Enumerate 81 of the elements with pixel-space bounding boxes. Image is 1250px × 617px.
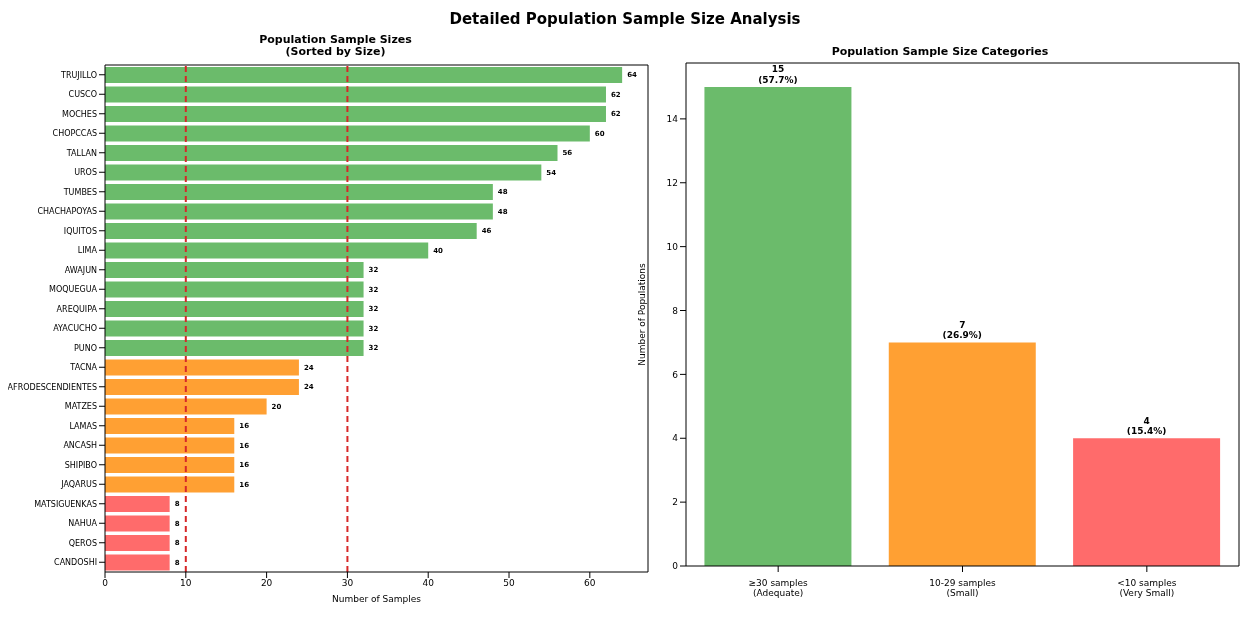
x-tick-label: 60	[584, 578, 596, 589]
y-tick-label: MOQUEGUA	[49, 285, 98, 295]
bar	[105, 222, 477, 239]
bar	[105, 183, 493, 200]
y-tick-label: TACNA	[69, 363, 98, 373]
y-tick-label: 10	[666, 241, 679, 252]
y-tick-label: 8	[672, 305, 679, 316]
bar	[105, 534, 170, 551]
y-tick-label: 2	[672, 497, 678, 508]
y-tick-label: IQUITOS	[63, 226, 97, 236]
y-tick-label: 6	[672, 369, 679, 380]
y-tick-label: 4	[672, 433, 679, 444]
bar	[105, 281, 364, 298]
y-tick-label: AYACUCHO	[53, 324, 97, 334]
bar	[105, 515, 170, 532]
x-tick-label: 10-29 samples (Small)	[929, 578, 997, 599]
y-axis-title: Number of Populations	[637, 262, 648, 366]
x-tick-label: 20	[260, 578, 273, 589]
bar	[105, 476, 235, 493]
bar	[105, 144, 558, 161]
bar	[105, 164, 542, 181]
y-tick-label: AFRODESCENDIENTES	[7, 382, 97, 392]
y-tick-label: QEROS	[68, 538, 97, 548]
bar	[105, 437, 235, 454]
y-tick-label: AREQUIPA	[56, 304, 98, 314]
x-tick-label: 10	[180, 578, 192, 589]
y-tick-label: MOCHES	[62, 109, 97, 119]
y-tick-label: TRUJILLO	[60, 70, 97, 80]
bar	[105, 86, 606, 103]
y-tick-label: CUSCO	[68, 90, 97, 100]
y-tick-label: UROS	[74, 168, 97, 178]
bar	[105, 456, 235, 473]
bar	[105, 125, 590, 142]
bar	[105, 261, 364, 278]
x-tick-label: 0	[102, 578, 109, 589]
text: Detailed Population Sample Size Analysis	[448, 10, 802, 28]
data-label: 7 (26.9%)	[942, 319, 982, 341]
y-tick-label: 12	[666, 177, 678, 188]
y-tick-label: NAHUA	[68, 519, 98, 529]
x-tick-label: ≥30 samples (Adequate)	[748, 578, 809, 599]
y-tick-label: AWAJUN	[64, 265, 98, 275]
y-tick-label: 14	[666, 114, 679, 125]
bar	[704, 86, 852, 566]
y-tick-label: CHACHAPOYAS	[37, 207, 97, 217]
y-tick-label: JAQARUS	[60, 480, 97, 490]
bar	[105, 66, 623, 83]
x-tick-label: 50	[503, 578, 516, 589]
y-tick-label: LAMAS	[69, 421, 97, 431]
bar	[105, 359, 299, 376]
bar	[105, 203, 493, 220]
chart-title: Population Sample Sizes (Sorted by Size)	[258, 33, 413, 58]
bar	[105, 417, 235, 434]
y-tick-label: ANCASH	[63, 441, 97, 451]
bar	[105, 105, 606, 122]
y-tick-label: MATSIGUENKAS	[34, 499, 97, 509]
x-tick-label: <10 samples (Very Small)	[1117, 578, 1177, 599]
chart-title: Population Sample Size Categories	[830, 45, 1050, 58]
data-label: 15 (57.7%)	[758, 64, 798, 85]
y-tick-label: MATZES	[64, 402, 97, 412]
y-tick-label: PUNO	[74, 343, 97, 353]
bar	[105, 378, 299, 395]
y-tick-label: LIMA	[77, 246, 98, 256]
data-label: 4 (15.4%)	[1126, 415, 1167, 437]
bar	[105, 554, 170, 571]
y-tick-label: CHOPCCAS	[52, 129, 97, 139]
bar	[888, 342, 1036, 566]
bar	[1073, 438, 1221, 566]
y-tick-label: 0	[672, 561, 679, 572]
bar	[105, 495, 170, 512]
bar	[105, 398, 267, 415]
x-tick-label: 30	[341, 578, 354, 589]
y-tick-label: TUMBES	[62, 187, 97, 197]
bar	[105, 242, 429, 259]
bar	[105, 339, 364, 356]
x-axis-title: Number of Samples	[332, 594, 422, 604]
bar	[105, 300, 364, 317]
bar	[105, 320, 364, 337]
x-tick-label: 40	[422, 578, 435, 589]
y-tick-label: TALLAN	[65, 148, 98, 158]
y-tick-label: SHIPIBO	[64, 460, 97, 470]
y-tick-label: CANDOSHI	[54, 558, 97, 568]
